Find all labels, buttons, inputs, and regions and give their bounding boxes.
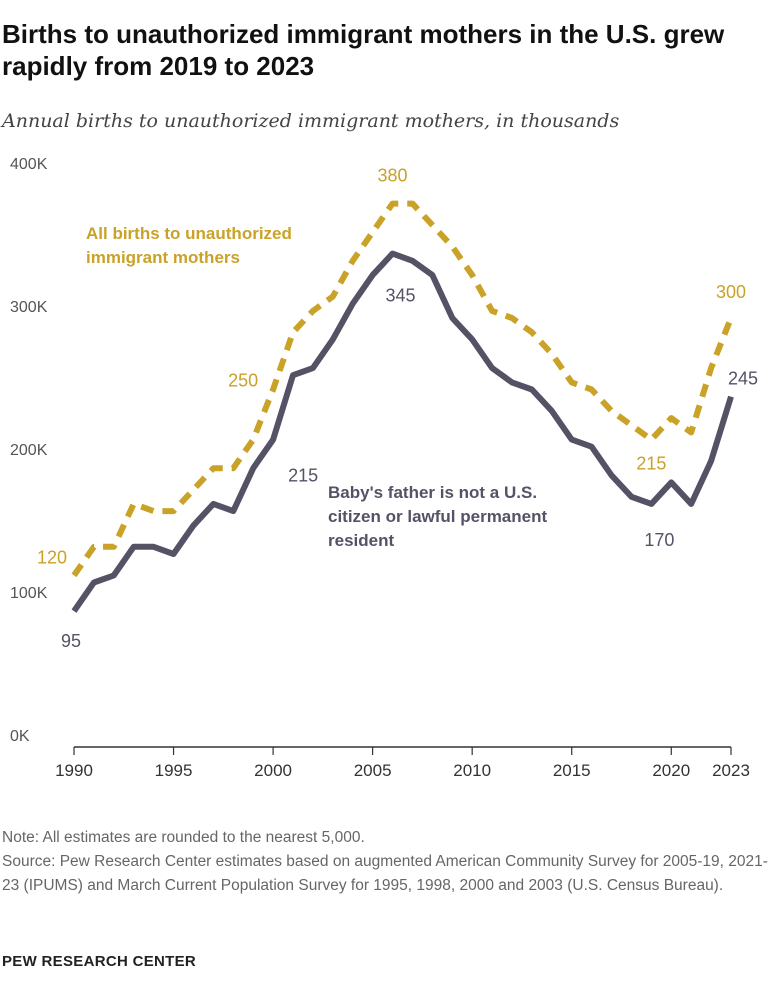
source-text: Source: Pew Research Center estimates ba… — [2, 853, 768, 894]
data-label: 120 — [37, 547, 67, 567]
chart-title: Births to unauthorized immigrant mothers… — [2, 19, 725, 81]
data-label: 170 — [644, 530, 674, 550]
series-line-1 — [71, 250, 734, 613]
note-text: Note: All estimates are rounded to the n… — [2, 829, 365, 846]
data-label: 380 — [378, 166, 408, 186]
data-label: 300 — [716, 282, 746, 302]
brand-logo-text: PEW RESEARCH CENTER — [2, 953, 197, 970]
y-tick-label: 0K — [10, 728, 30, 745]
data-label: 215 — [288, 466, 318, 486]
x-tick-label: 1995 — [155, 761, 193, 780]
y-tick-label: 200K — [10, 442, 48, 459]
series-label: immigrant mothers — [86, 248, 240, 267]
y-tick-label: 300K — [10, 299, 48, 316]
series-label: resident — [328, 531, 394, 550]
series-label: All births to unauthorized — [86, 224, 292, 243]
y-tick-label: 400K — [10, 156, 48, 173]
series-label: citizen or lawful permanent — [328, 507, 547, 526]
x-tick-label: 1990 — [55, 761, 93, 780]
chart-subtitle: Annual births to unauthorized immigrant … — [2, 110, 620, 132]
x-tick-label: 2023 — [712, 761, 750, 780]
y-tick-label: 100K — [10, 585, 48, 602]
data-label: 345 — [386, 286, 416, 306]
footnote: Note: All estimates are rounded to the n… — [2, 826, 768, 898]
x-tick-label: 2005 — [354, 761, 392, 780]
data-label: 245 — [728, 369, 758, 389]
data-label: 250 — [228, 371, 258, 391]
data-label: 95 — [61, 631, 81, 651]
series-label: Baby's father is not a U.S. — [328, 483, 537, 502]
line-chart: 0K 100K 200K 300K 400K 1990 1995 2000 2005 2010 20… — [10, 156, 758, 780]
data-label: 215 — [636, 454, 666, 474]
series-line-0 — [71, 200, 734, 578]
x-tick-label: 2020 — [652, 761, 690, 780]
x-tick-label: 2015 — [553, 761, 591, 780]
x-tick-label: 2010 — [453, 761, 491, 780]
x-tick-label: 2000 — [254, 761, 292, 780]
